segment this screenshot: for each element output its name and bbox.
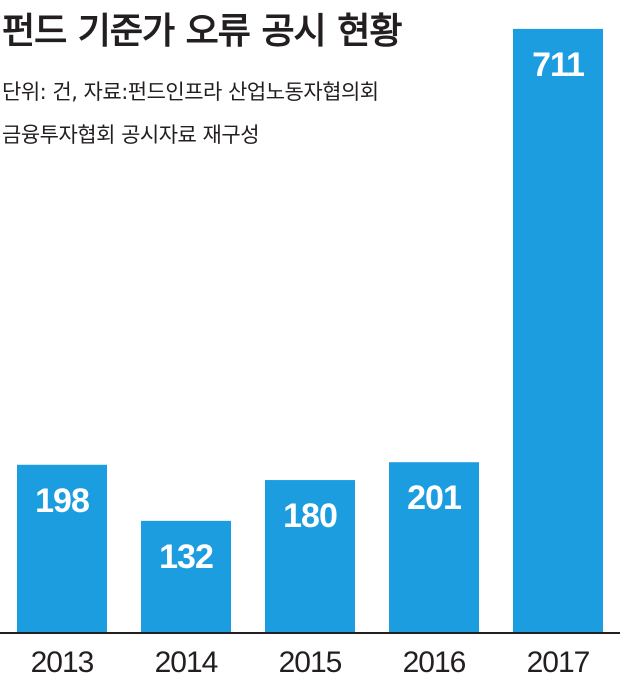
bar-2015 — [265, 480, 355, 633]
bar-2017 — [513, 28, 603, 633]
chart-subtitle-line-1: 단위: 건, 자료:펀드인프라 산업노동자협의회 — [2, 80, 379, 104]
x-tick-label-2014: 2014 — [155, 646, 218, 675]
data-label-2015: 180 — [283, 497, 337, 535]
x-tick-label-2015: 2015 — [279, 646, 342, 675]
chart-title: 펀드 기준가 오류 공시 현황 — [2, 11, 402, 52]
bars-group: 198 132 180 201 711 — [17, 28, 603, 633]
data-label-2017: 711 — [532, 46, 584, 84]
data-label-2016: 201 — [407, 479, 461, 517]
data-label-2013: 198 — [35, 482, 89, 520]
bar-2014 — [141, 520, 231, 633]
data-label-2014: 132 — [159, 538, 213, 576]
x-tick-labels: 2013 2014 2015 2016 2017 — [31, 646, 591, 675]
x-tick-label-2017: 2017 — [527, 646, 590, 675]
bar-2013 — [17, 464, 107, 633]
bar-2016 — [389, 462, 479, 633]
x-tick-label-2013: 2013 — [31, 646, 94, 675]
x-tick-label-2016: 2016 — [403, 646, 466, 675]
chart-subtitle-line-2: 금융투자협회 공시자료 재구성 — [2, 123, 260, 147]
